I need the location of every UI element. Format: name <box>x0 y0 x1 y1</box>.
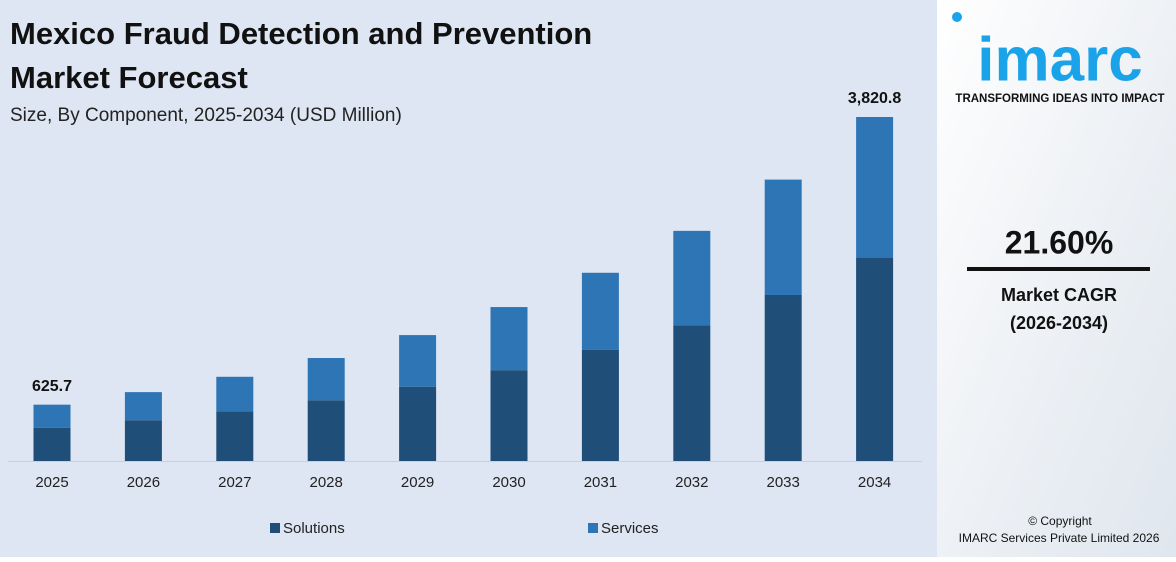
x-tick-label: 2029 <box>401 474 434 491</box>
cagr-label: Market CAGR <box>1001 285 1117 305</box>
chart-title: Mexico Fraud Detection and Prevention Mar… <box>10 16 592 95</box>
cagr-period: (2026-2034) <box>1010 313 1108 333</box>
x-tick-label: 2028 <box>310 474 343 491</box>
bar-segment <box>33 404 71 428</box>
bar-segment <box>581 349 619 461</box>
tagline: TRANSFORMING IDEAS INTO IMPACT <box>955 93 1164 105</box>
bar-segment <box>673 325 711 461</box>
bar-segment <box>124 392 162 421</box>
legend-label: Services <box>601 520 659 537</box>
x-tick-label: 2031 <box>584 474 617 491</box>
cagr-value: 21.60% <box>1005 224 1114 260</box>
x-tick-label: 2025 <box>35 474 68 491</box>
logo-dot <box>952 12 962 22</box>
legend-label: Solutions <box>283 520 345 537</box>
bar-segment <box>856 258 894 461</box>
company: IMARC Services Private Limited 2026 <box>959 531 1160 545</box>
x-tick-label: 2034 <box>858 474 891 491</box>
legend-swatch <box>588 523 598 533</box>
logo: imarc <box>977 25 1142 94</box>
copyright: © Copyright <box>1028 514 1092 528</box>
bar-segment <box>216 411 254 461</box>
bar-segment <box>673 230 711 326</box>
legend-swatch <box>270 523 280 533</box>
bar-segment <box>856 117 894 259</box>
x-tick-label: 2030 <box>492 474 525 491</box>
bar-segment <box>490 307 528 371</box>
x-tick-label: 2026 <box>127 474 160 491</box>
bar-segment <box>764 294 802 461</box>
bar-segment <box>216 376 254 412</box>
value-label: 625.7 <box>32 378 72 395</box>
bar-segment <box>307 358 345 401</box>
cagr-rule <box>967 267 1150 271</box>
x-tick-label: 2032 <box>675 474 708 491</box>
bar-segment <box>399 335 437 387</box>
bar-segment <box>399 386 437 461</box>
bar-segment <box>124 420 162 461</box>
value-label: 3,820.8 <box>848 90 901 107</box>
bar-segment <box>581 272 619 350</box>
bar-segment <box>33 427 71 461</box>
x-tick-label: 2033 <box>767 474 800 491</box>
x-tick-label: 2027 <box>218 474 251 491</box>
bar-segment <box>490 370 528 461</box>
chart-subtitle: Size, By Component, 2025-2034 (USD Milli… <box>10 105 402 126</box>
bar-segment <box>764 179 802 295</box>
sidebar-background <box>937 0 1176 557</box>
bar-segment <box>307 400 345 461</box>
